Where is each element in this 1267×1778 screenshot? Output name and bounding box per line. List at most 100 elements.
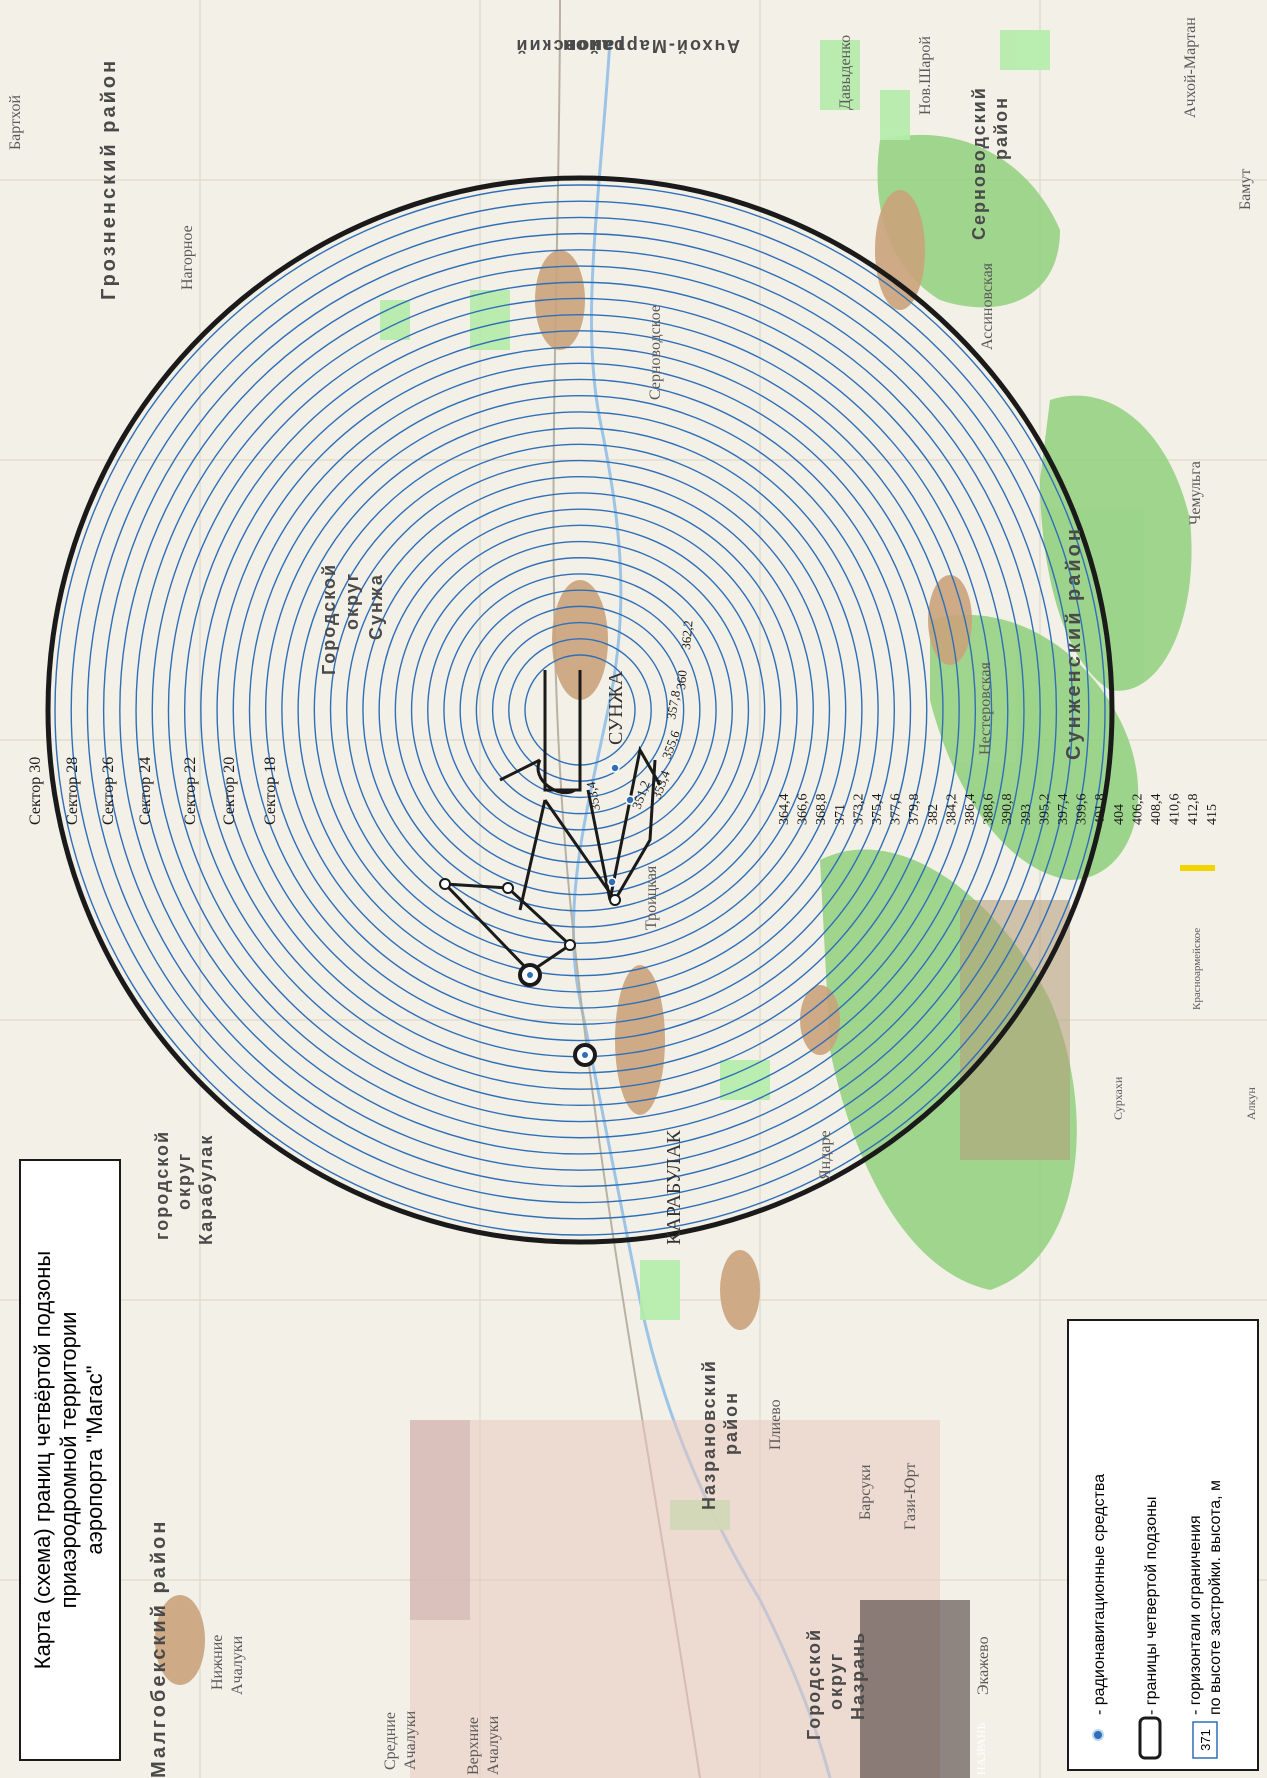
contour-height-labels: 364,4 366,6 368,8 371 373,2 375,4 377,6 379,8 38… (777, 794, 1220, 826)
contour-height-label: 406,2 (1130, 794, 1145, 826)
svg-text:округ: округ (174, 1152, 194, 1210)
height-contour-circle (394, 524, 766, 896)
topo-inset-nazran-city (860, 1600, 970, 1778)
settlement-label: Нагорное (179, 225, 196, 290)
sector-label: Сектор 20 (221, 757, 238, 825)
contour-height-label: 386,4 (963, 794, 978, 826)
height-contour-circle (135, 265, 1025, 1155)
height-contour-circle (70, 200, 1090, 1220)
height-contour-circle (167, 297, 993, 1123)
height-contour-circle (410, 540, 750, 880)
boundary-legend-icon (1138, 1716, 1162, 1760)
settlement-label: Бартхой (7, 95, 24, 150)
height-contour-circle (475, 605, 685, 815)
height-contour-circle (346, 476, 814, 944)
contour-height-label: 393 (1019, 804, 1034, 825)
height-contour-circle (54, 184, 1106, 1236)
contour-height-label: 384,2 (944, 794, 959, 826)
settlement-label: Нов.Шарой (917, 36, 934, 115)
sector-label: Сектор 24 (137, 757, 154, 825)
svg-text:Серноводский: Серноводский (969, 86, 989, 240)
contour-height-label: 382 (926, 804, 941, 825)
svg-text:Карабулак: Карабулак (196, 1134, 216, 1245)
district-label-sunzha-city: Городской округ Сунжа (319, 563, 386, 675)
district-label-sunzhensky: Сунженский район (1063, 526, 1085, 760)
district-label-nazran-g: Городской округ Назрань (804, 1628, 868, 1740)
contour-height-label: 399,6 (1075, 794, 1090, 826)
contour-height-label: 357,8 (663, 689, 683, 720)
district-label-malgobek: Малгобекский район (148, 1519, 170, 1778)
legend-contour-line-1: - горизонтали ограничения (1187, 1515, 1204, 1715)
svg-text:Сунжа: Сунжа (366, 573, 386, 640)
settlement-label: Серноводское (647, 305, 664, 400)
height-contour-circle (119, 249, 1041, 1171)
contour-height-label: 364,4 (777, 794, 792, 826)
legend-navaids: - радионавигационные средства (1091, 1474, 1108, 1715)
settlement-label: Барсуки (857, 1464, 874, 1520)
contour-height-label: 408,4 (1149, 794, 1164, 826)
height-contour-circle (491, 621, 669, 799)
district-label-achkhoy: Ачхой-Мартановский район (514, 36, 740, 56)
settlement-label: Ассиновская (979, 262, 996, 350)
contour-height-label: 377,6 (889, 794, 904, 826)
contour-height-label: 415 (1205, 804, 1220, 825)
height-contour-circle (151, 281, 1009, 1139)
settlement-label: Сурхахи (1111, 1076, 1125, 1120)
height-contour-circle (281, 411, 879, 1009)
fourth-subzone-boundary (45, 175, 1115, 1245)
settlement-label: Красноармейское (1191, 928, 1203, 1010)
settlement-label: Экажево (975, 1636, 992, 1695)
settlement-label: Верхние (465, 1717, 482, 1775)
topo-inset-achaluki (410, 1420, 470, 1620)
height-contour-circle (248, 378, 912, 1042)
settlement-label: Алкун (1244, 1087, 1258, 1120)
settlement-label: Ачалуки (229, 1635, 246, 1695)
sector-label: Сектор 22 (182, 757, 199, 825)
contour-height-label: 388,6 (982, 794, 997, 826)
height-contour-circle (102, 232, 1058, 1188)
contour-height-label: 371 (833, 804, 848, 825)
height-contour-circles (54, 184, 1106, 1236)
height-contour-circle (183, 313, 977, 1107)
settlement-label: Ачалуки (485, 1715, 502, 1775)
legend-contour-line-2: по высоте застройки. высота, м (1207, 1480, 1224, 1715)
contour-height-label: 368,8 (814, 794, 829, 826)
contour-height-label: 397,4 (1056, 794, 1071, 826)
settlement-label: Ачалуки (402, 1710, 419, 1770)
contour-height-label: 401,8 (1093, 794, 1108, 826)
contour-height-label: 395,2 (1037, 794, 1052, 826)
svg-text:Назрановский: Назрановский (699, 1359, 719, 1510)
radio-navaids (518, 763, 635, 1067)
height-contour-circle (297, 427, 863, 993)
contour-height-label: 390,8 (1000, 794, 1015, 826)
height-contour-circle (264, 394, 896, 1026)
settlement-labels: Бартхой Нагорное Серноводское Ассиновска… (7, 17, 1258, 1775)
map-title-line-2: приаэродромной территории (56, 1312, 81, 1609)
height-contour-circle (86, 216, 1074, 1204)
svg-text:округ: округ (826, 1652, 846, 1710)
settlement-label: Троицкая (643, 865, 660, 930)
contour-height-label: 366,6 (796, 794, 811, 826)
settlement-label: Плиево (767, 1399, 784, 1450)
legend-contour-sample: 371 (1198, 1729, 1213, 1751)
sector-labels: Сектор 30 Сектор 28 Сектор 26 Сектор 24 … (27, 757, 279, 825)
settlement-label: КАРАБУЛАК (663, 1130, 685, 1245)
contour-height-label: 404 (1112, 804, 1127, 825)
district-labels: Малгобекский район Грозненский район Сун… (98, 58, 1085, 1778)
sector-label: Сектор 26 (100, 757, 117, 825)
map-title-line-3: аэропорта "Магас" (82, 1365, 107, 1554)
district-label-sernovodsk: Серноводский район (969, 86, 1011, 240)
settlement-label: Ачхой-Мартан (1182, 17, 1199, 118)
navaid-legend-icon (1092, 1729, 1104, 1741)
contour-height-label: 379,8 (907, 794, 922, 826)
height-contour-circle (313, 443, 847, 977)
height-contour-circle (200, 330, 960, 1090)
settlement-label: Давыденко (837, 35, 854, 110)
svg-text:городской: городской (152, 1130, 172, 1240)
sector-label: Сектор 18 (262, 757, 279, 825)
district-label-grozny: Грозненский район (98, 58, 120, 300)
settlement-label: Нижние (209, 1635, 226, 1690)
contour-height-label: 360 (673, 670, 690, 691)
svg-text:Городской: Городской (319, 563, 339, 675)
